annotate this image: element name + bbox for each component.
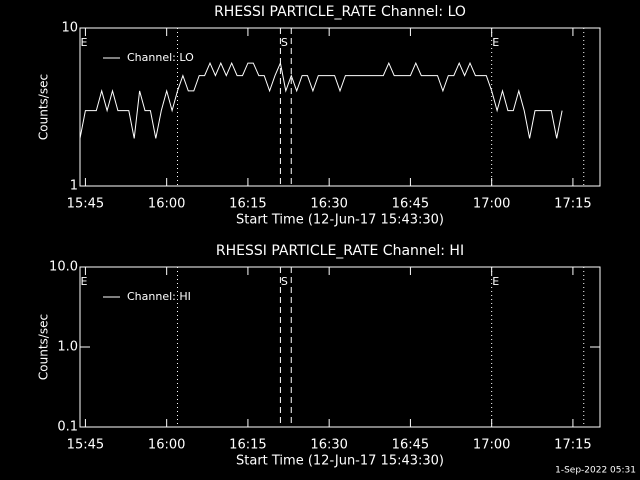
y-axis-label: Counts/sec bbox=[37, 74, 51, 140]
x-tick-label: 16:15 bbox=[229, 197, 266, 212]
event-label: E bbox=[81, 275, 88, 288]
x-tick-label: 17:00 bbox=[473, 197, 510, 212]
x-tick-label: 17:15 bbox=[554, 438, 591, 453]
y-tick-label: 0.1 bbox=[57, 420, 78, 435]
x-tick-label: 15:45 bbox=[67, 197, 104, 212]
event-label: E bbox=[81, 36, 88, 49]
chart-title: RHESSI PARTICLE_RATE Channel: LO bbox=[214, 4, 466, 20]
event-label: S bbox=[281, 275, 288, 288]
data-line bbox=[79, 61, 563, 139]
y-tick-label: 10 bbox=[61, 21, 78, 36]
event-label: E bbox=[492, 36, 499, 49]
x-tick-label: 17:15 bbox=[554, 197, 591, 212]
x-axis-label: Start Time (12-Jun-17 15:43:30) bbox=[236, 213, 444, 228]
x-tick-label: 16:00 bbox=[148, 438, 185, 453]
x-tick-label: 16:15 bbox=[229, 438, 266, 453]
x-tick-label: 16:30 bbox=[310, 438, 347, 453]
legend-label: Channel: HI bbox=[127, 290, 191, 303]
plot-frame bbox=[79, 27, 601, 187]
y-axis-label: Counts/sec bbox=[37, 314, 51, 380]
y-tick-label: 10.0 bbox=[49, 260, 78, 275]
event-label: S bbox=[281, 36, 288, 49]
x-axis-label: Start Time (12-Jun-17 15:43:30) bbox=[236, 454, 444, 469]
y-tick-label: 1.0 bbox=[57, 340, 78, 355]
x-tick-label: 16:45 bbox=[392, 197, 429, 212]
event-label: E bbox=[492, 275, 499, 288]
x-tick-label: 16:00 bbox=[148, 197, 185, 212]
x-tick-label: 15:45 bbox=[67, 438, 104, 453]
x-tick-label: 16:45 bbox=[392, 438, 429, 453]
x-tick-label: 17:00 bbox=[473, 438, 510, 453]
y-tick-label: 1 bbox=[70, 179, 78, 194]
footer: 1-Sep-2022 05:31 bbox=[555, 466, 636, 476]
x-tick-label: 16:30 bbox=[310, 197, 347, 212]
legend-label: Channel: LO bbox=[127, 51, 194, 64]
chart-title: RHESSI PARTICLE_RATE Channel: HI bbox=[216, 243, 464, 259]
